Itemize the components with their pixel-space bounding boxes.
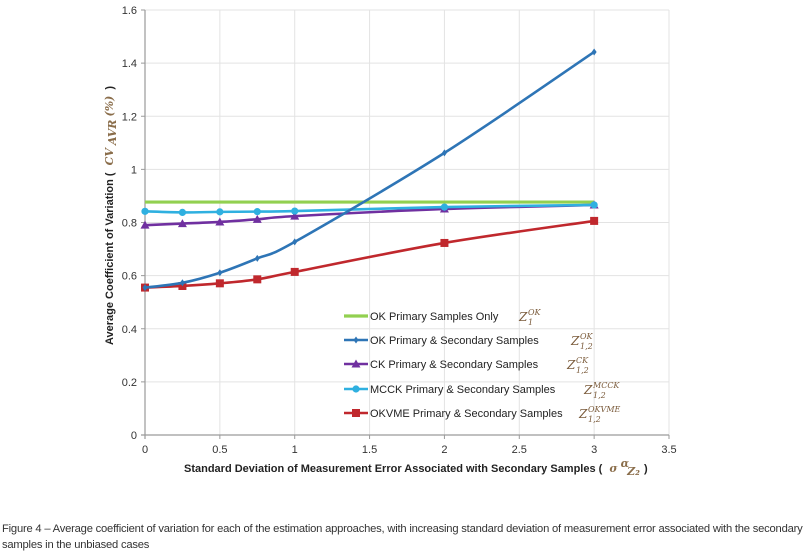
legend-math-base: Z xyxy=(570,334,580,348)
x-axis-math-base: σ xyxy=(609,462,618,475)
y-axis-math-sub: AVR xyxy=(106,120,119,146)
y-tick-label: 1.6 xyxy=(122,5,137,17)
data-point xyxy=(591,48,597,56)
data-point xyxy=(440,203,449,211)
y-axis-title-text: Average Coefficient of Variation ( xyxy=(104,172,116,345)
figure-caption: Figure 4 – Average coefficient of variat… xyxy=(2,523,803,551)
y-tick-label: 0.2 xyxy=(122,377,137,389)
legend-math-sub: 1,2 xyxy=(593,391,606,400)
y-tick-label: 0.6 xyxy=(122,271,137,283)
series-mcck-primary-secondary-samples xyxy=(141,201,598,217)
data-point xyxy=(291,207,299,215)
data-point xyxy=(590,201,598,209)
legend-math-sub: 1,2 xyxy=(576,366,589,375)
legend-math-sub: 1 xyxy=(528,318,533,327)
legend-math-base: Z xyxy=(566,358,576,372)
y-tick-label: 0.4 xyxy=(122,324,137,336)
legend-math-base: Z xyxy=(518,310,528,324)
y-axis-math-base: CV xyxy=(103,147,116,166)
x-axis-math-sub: Z₂ xyxy=(626,465,640,478)
data-point xyxy=(216,208,224,216)
series-layer xyxy=(140,48,599,292)
data-point xyxy=(177,219,187,228)
series-line xyxy=(144,203,595,227)
legend-item: OK Primary & Secondary Samples Z OK1,2 xyxy=(344,332,594,351)
data-point xyxy=(254,254,260,262)
legend-swatch-marker xyxy=(353,336,359,344)
data-point xyxy=(140,220,150,229)
x-tick-label: 0.5 xyxy=(212,444,227,456)
data-point xyxy=(253,275,262,284)
data-point xyxy=(215,217,225,226)
data-point xyxy=(215,279,224,288)
legend-swatch-marker xyxy=(352,385,360,393)
legend-label: MCCK Primary & Secondary Samples xyxy=(370,384,556,396)
data-point xyxy=(217,269,223,277)
chart: 00.20.40.60.811.21.41.60 0.5 1 1.5 2 2.5 3 3.5 … xyxy=(103,5,677,478)
legend-item: OK Primary Samples Only Z OK1 xyxy=(344,308,542,327)
x-axis-math-sup: α xyxy=(621,457,630,470)
legend-label: CK Primary & Secondary Samples xyxy=(370,359,539,371)
legend-item: CK Primary & Secondary Samples Z CK1,2 xyxy=(344,356,589,375)
legend-math-sub: 1,2 xyxy=(580,342,593,351)
legend-label: OK Primary & Secondary Samples xyxy=(370,335,539,347)
x-tick-label: 1.5 xyxy=(362,444,377,456)
data-point xyxy=(292,238,298,246)
x-tick-label: 3.5 xyxy=(661,444,676,456)
y-tick-label: 1.4 xyxy=(122,58,137,70)
data-point xyxy=(179,279,185,287)
x-axis-title-text: Standard Deviation of Measurement Error … xyxy=(184,463,603,475)
y-tick-label: 1 xyxy=(131,164,137,176)
x-tick-label: 0 xyxy=(142,444,148,456)
legend-math-sup: OKVME xyxy=(588,405,621,414)
legend-swatch-marker xyxy=(352,409,360,417)
data-point xyxy=(441,149,447,157)
y-tick-label: 0.8 xyxy=(122,218,137,230)
data-point xyxy=(141,207,149,215)
legend-math-sup: CK xyxy=(576,356,589,365)
y-tick-label: 0 xyxy=(131,430,137,442)
data-point xyxy=(590,216,599,225)
data-point xyxy=(252,214,262,223)
data-point xyxy=(290,211,300,220)
series-ok-primary-secondary-samples xyxy=(142,48,597,292)
axes: 0 0.2 0.4 0.6 0.8 1 1.2 1.4 1.6 0 0.5 1 1.5 2 2.5 3 3.5 xyxy=(122,5,677,456)
x-axis-close-paren: ) xyxy=(644,463,648,475)
legend-math-sub: 1,2 xyxy=(588,415,601,424)
data-point xyxy=(178,208,187,217)
series-line xyxy=(144,50,595,289)
y-axis-title: Average Coefficient of Variation ( CV AV… xyxy=(103,86,119,345)
legend-item: OKVME Primary & Secondary Samples Z OKVME1… xyxy=(344,405,621,424)
legend-math-base: Z xyxy=(583,383,593,397)
data-point xyxy=(253,208,261,216)
legend-label: OK Primary Samples Only xyxy=(370,311,499,323)
data-point xyxy=(142,284,148,292)
legend-label: OKVME Primary & Secondary Samples xyxy=(370,408,563,420)
y-tick-label: 1.2 xyxy=(122,111,137,123)
x-tick-label: 2 xyxy=(441,444,447,456)
x-tick-label: 2.5 xyxy=(512,444,527,456)
x-tick-label: 3 xyxy=(591,444,597,456)
data-point xyxy=(290,267,299,276)
y-axis-close-paren: ) xyxy=(104,86,116,90)
legend-math-base: Z xyxy=(578,407,588,421)
data-point xyxy=(440,238,449,247)
legend-math-sup: MCCK xyxy=(592,381,620,390)
y-axis-math-suffix: (%) xyxy=(103,96,116,117)
legend-swatch-marker xyxy=(351,359,361,368)
legend-math-sup: OK xyxy=(580,332,594,341)
x-axis-title: Standard Deviation of Measurement Error … xyxy=(184,457,648,478)
legend-math-sup: OK xyxy=(528,308,542,317)
x-tick-label: 1 xyxy=(292,444,298,456)
